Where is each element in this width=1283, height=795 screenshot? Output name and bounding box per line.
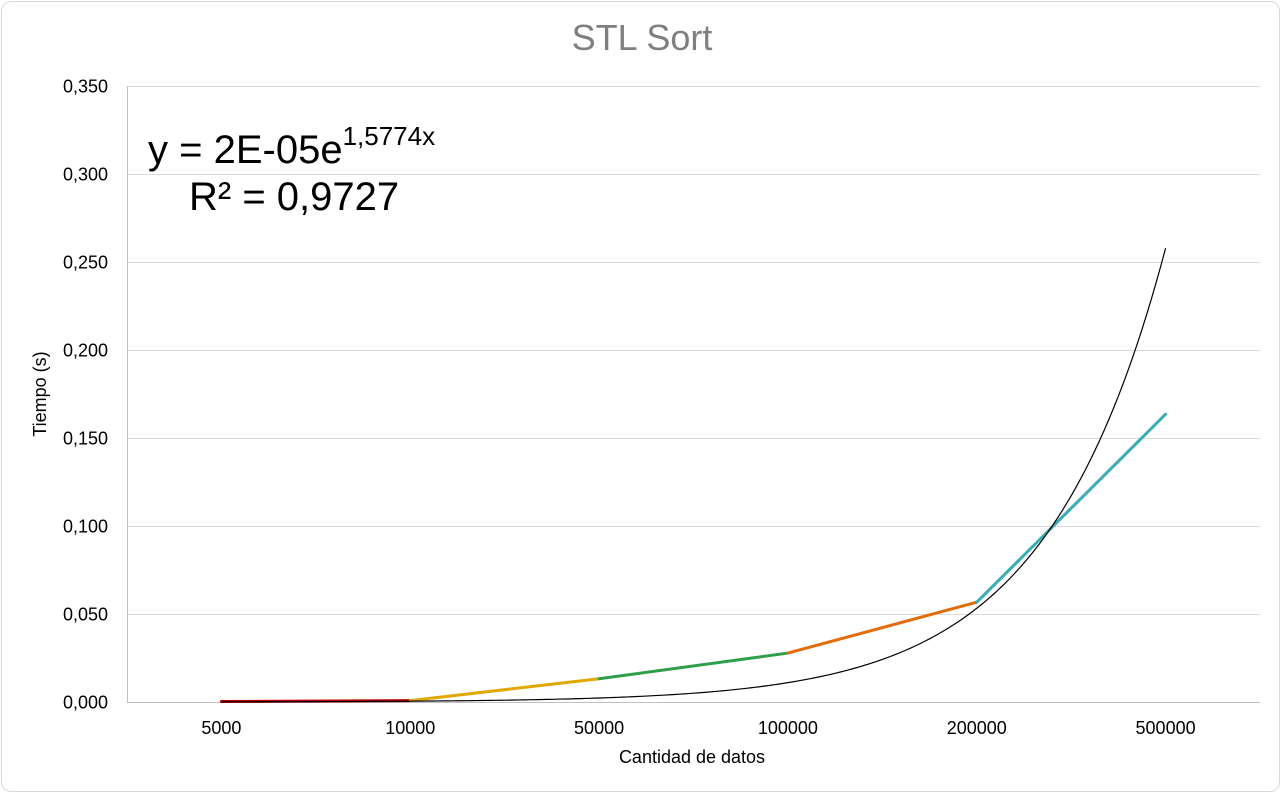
y-tick-label: 0,150: [63, 429, 108, 449]
y-tick-label: 0,100: [63, 517, 108, 537]
series-segment: [597, 651, 790, 681]
trendline-r-squared: R² = 0,9727: [189, 175, 399, 219]
trendline-curve: [221, 248, 1167, 703]
y-tick-label: 0,000: [63, 693, 108, 713]
x-axis-title: Cantidad de datos: [619, 747, 765, 767]
x-tick-label: 200000: [947, 718, 1007, 738]
series-segment: [408, 677, 601, 703]
trendline-equation-base: y = 2E-05e: [148, 128, 343, 172]
y-tick-labels: 0,000 0,050 0,100 0,150 0,200 0,250 0,300 0,350: [63, 77, 108, 713]
x-tick-labels: 5000 10000 50000 100000 200000 500000: [201, 718, 1195, 738]
x-tick-label: 100000: [758, 718, 818, 738]
x-tick-label: 10000: [385, 718, 435, 738]
y-tick-label: 0,300: [63, 165, 108, 185]
trendline: [221, 248, 1167, 703]
gridlines: [127, 86, 1260, 703]
y-tick-label: 0,200: [63, 341, 108, 361]
series-segment: [786, 600, 979, 655]
chart-title: STL Sort: [572, 17, 713, 58]
series-segment: [975, 412, 1168, 604]
x-tick-label: 500000: [1136, 718, 1196, 738]
x-tick-label: 50000: [574, 718, 624, 738]
trendline-equation: y = 2E-05e1,5774x: [148, 121, 435, 172]
y-tick-label: 0,250: [63, 253, 108, 273]
y-tick-label: 0,050: [63, 605, 108, 625]
y-axis-title: Tiempo (s): [30, 351, 50, 436]
series-line: [219, 412, 1168, 703]
x-tick-label: 5000: [201, 718, 241, 738]
y-tick-label: 0,350: [63, 77, 108, 97]
trendline-equation-exponent: 1,5774x: [343, 121, 436, 151]
